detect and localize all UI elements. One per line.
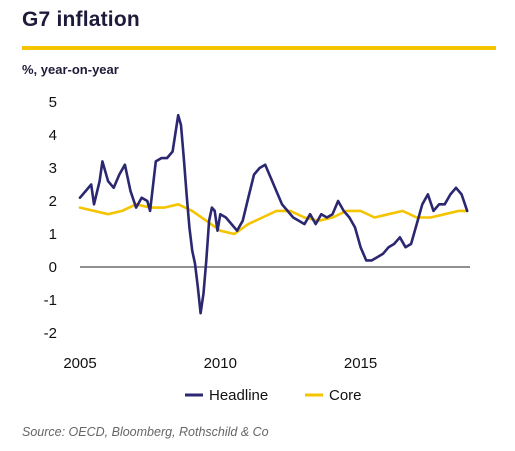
y-tick-label: 1 xyxy=(49,226,57,243)
legend-item-core: Core xyxy=(305,387,362,404)
y-tick-label: 5 xyxy=(49,94,57,111)
y-tick-label: 0 xyxy=(49,259,57,276)
y-axis: 5 4 3 2 1 0 -1 -2 xyxy=(44,94,57,342)
x-axis: 2005 2010 2015 xyxy=(63,355,377,372)
y-tick-label: -1 xyxy=(44,292,57,309)
y-tick-label: -2 xyxy=(44,325,57,342)
unit-label: %, year-on-year xyxy=(22,62,119,77)
y-tick-label: 2 xyxy=(49,193,57,210)
x-tick-label: 2010 xyxy=(204,355,237,372)
legend-item-headline: Headline xyxy=(185,387,268,404)
x-tick-label: 2005 xyxy=(63,355,96,372)
x-tick-label: 2015 xyxy=(344,355,377,372)
legend-label: Headline xyxy=(209,387,268,404)
legend: Headline Core xyxy=(185,387,362,404)
source-note: Source: OECD, Bloomberg, Rothschild & Co xyxy=(22,425,269,439)
series-line-headline xyxy=(78,113,469,315)
series-line-core xyxy=(78,203,469,236)
line-chart: 5 4 3 2 1 0 -1 -2 2005 2010 2015 Headline Core xyxy=(44,94,470,404)
title-underline xyxy=(22,46,496,50)
series-lines xyxy=(78,113,469,315)
y-tick-label: 3 xyxy=(49,160,57,177)
y-tick-label: 4 xyxy=(49,127,57,144)
legend-label: Core xyxy=(329,387,362,404)
chart-title: G7 inflation xyxy=(22,8,140,31)
